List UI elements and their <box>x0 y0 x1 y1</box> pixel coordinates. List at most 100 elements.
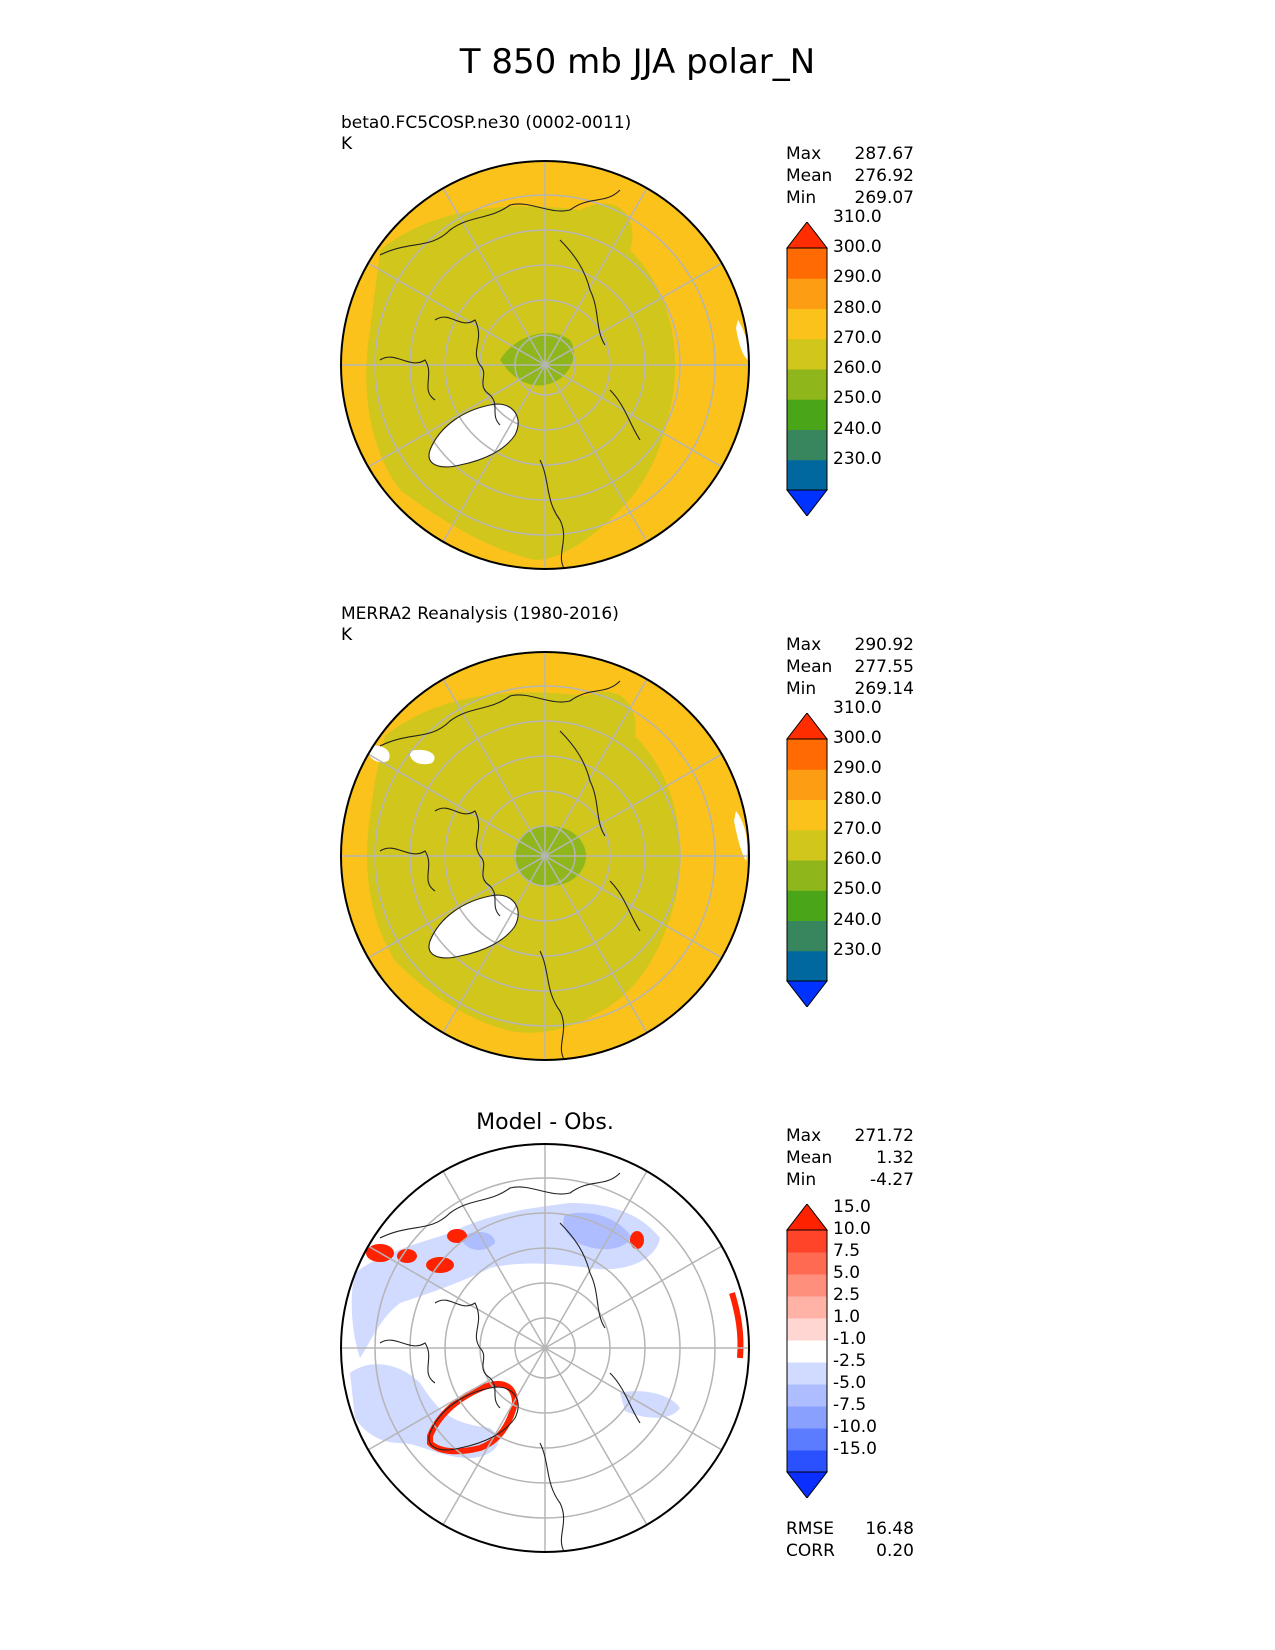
graticule <box>341 652 749 1060</box>
edge-anomaly-band <box>729 1292 744 1359</box>
colorbar-outline <box>786 1229 828 1473</box>
positive-anomaly-spot <box>630 1231 644 1249</box>
colorbar-segment <box>787 1274 827 1297</box>
colorbar-tick-label: 270.0 <box>833 818 882 839</box>
stat-value: 287.67 <box>854 144 914 164</box>
colorbar-tick-label: 5.0 <box>833 1263 861 1283</box>
graticule <box>341 1144 749 1552</box>
colorbar-tick-label: 230.0 <box>833 939 882 960</box>
colorbar-segment <box>787 308 827 340</box>
colorbar-tick-label: -1.0 <box>833 1329 867 1349</box>
stat-label: Min <box>786 1170 817 1190</box>
colorbar-segment <box>787 1296 827 1319</box>
panel-3-colorbar <box>785 1204 829 1498</box>
stat-label: Max <box>786 1126 822 1146</box>
colorbar-segment <box>787 860 827 891</box>
colorbar-segment <box>787 1340 827 1363</box>
colorbar-lower-extension <box>785 980 829 1007</box>
colorbar-segment <box>787 1428 827 1451</box>
colorbar-tick-label: 300.0 <box>833 237 882 257</box>
colorbar-tick-label: 15.0 <box>833 1197 871 1217</box>
stat-label: Mean <box>786 166 833 186</box>
panel-1-units: K <box>341 134 353 154</box>
colorbar-tick-label: 250.0 <box>833 879 882 900</box>
colorbar-tick-label: 240.0 <box>833 909 882 930</box>
stat-value: -4.27 <box>870 1170 914 1190</box>
colorbar-tick-label: 290.0 <box>833 267 882 288</box>
panel-1-colorbar <box>785 222 829 516</box>
colorbar-segment <box>787 248 827 279</box>
colorbar-upper-extension <box>785 222 829 249</box>
map-boundary <box>340 160 750 570</box>
colorbar-segment <box>787 890 827 921</box>
colorbar-lower-extension <box>785 1471 829 1498</box>
stat-value: 269.14 <box>854 679 914 699</box>
coastlines <box>379 189 641 569</box>
colorbar-tick-label: 280.0 <box>833 297 882 318</box>
panel-3-metrics: RMSE 16.48 CORR 0.20 <box>786 1518 914 1562</box>
colorbar-tick-label: 290.0 <box>833 758 882 779</box>
colorbar-segment <box>787 459 827 491</box>
stat-value: 1.32 <box>876 1148 914 1168</box>
panel-1-title: beta0.FC5COSP.ne30 (0002-0011) K <box>341 113 631 155</box>
colorbar-segment <box>787 429 827 461</box>
stat-value: 290.92 <box>854 635 914 655</box>
colorbar-tick-label: 230.0 <box>833 448 882 469</box>
panel-2-units: K <box>341 625 353 645</box>
colorbar-segment <box>787 829 827 861</box>
metric-label: CORR <box>786 1541 835 1561</box>
metric-value: 16.48 <box>865 1519 914 1539</box>
colorbar-segment <box>787 950 827 982</box>
colorbar-segment <box>787 278 827 309</box>
masked-terrain <box>367 745 390 763</box>
stat-value: 276.92 <box>854 166 914 186</box>
colorbar-segment <box>787 1450 827 1473</box>
panel-3-difference-map <box>340 1143 750 1553</box>
panel-2-colorbar <box>785 713 829 1007</box>
colorbar-segment <box>787 1406 827 1429</box>
colorbar-segment <box>787 369 827 400</box>
stat-label: Min <box>786 188 817 208</box>
colorbar-tick-label: 300.0 <box>833 728 882 748</box>
colorbar-tick-label: 310.0 <box>833 206 882 227</box>
colorbar-tick-label: -5.0 <box>833 1373 867 1393</box>
panel-2-title: MERRA2 Reanalysis (1980-2016) K <box>341 604 619 646</box>
stat-value: 269.07 <box>854 188 914 208</box>
colorbar-segment <box>787 399 827 430</box>
colorbar-segment <box>787 1362 827 1385</box>
colorbar-tick-label: 2.5 <box>833 1285 861 1305</box>
colorbar-outline <box>786 738 828 982</box>
colorbar-tick-label: -7.5 <box>833 1395 867 1415</box>
colorbar-segment <box>787 1252 827 1275</box>
colorbar-tick-label: -2.5 <box>833 1351 867 1371</box>
colorbar-upper-extension <box>785 713 829 740</box>
colorbar-segment <box>787 799 827 831</box>
coastlines <box>379 680 641 1060</box>
stat-label: Mean <box>786 657 833 677</box>
panel-1-case-label: beta0.FC5COSP.ne30 (0002-0011) <box>341 113 632 133</box>
positive-anomaly-spot <box>426 1257 454 1273</box>
negative-anomaly-region <box>350 1364 499 1458</box>
colorbar-segment <box>787 1384 827 1407</box>
colorbar-tick-label: 280.0 <box>833 788 882 809</box>
panel-3-title: Model - Obs. <box>476 1110 614 1135</box>
colorbar-tick-label: 260.0 <box>833 849 882 869</box>
masked-terrain <box>341 263 352 277</box>
panel-3-stats: Max 271.72 Mean 1.32 Min -4.27 <box>786 1125 914 1191</box>
stat-label: Max <box>786 635 822 655</box>
colorbar-segment <box>787 338 827 370</box>
stat-label: Min <box>786 679 817 699</box>
panel-1-polar-map <box>340 160 750 570</box>
colorbar-tick-label: 240.0 <box>833 418 882 439</box>
map-boundary <box>340 1143 750 1553</box>
positive-anomaly-spot <box>447 1229 467 1243</box>
colorbar-segment <box>787 739 827 770</box>
colorbar-tick-label: 7.5 <box>833 1241 861 1261</box>
panel-2-case-label: MERRA2 Reanalysis (1980-2016) <box>341 604 619 624</box>
figure-title: T 850 mb JJA polar_N <box>459 42 816 82</box>
stat-value: 271.72 <box>854 1126 914 1146</box>
colorbar-segment <box>787 1318 827 1341</box>
stat-label: Max <box>786 144 822 164</box>
colorbar-segment <box>787 1230 827 1253</box>
colorbar-tick-label: 1.0 <box>833 1307 861 1327</box>
